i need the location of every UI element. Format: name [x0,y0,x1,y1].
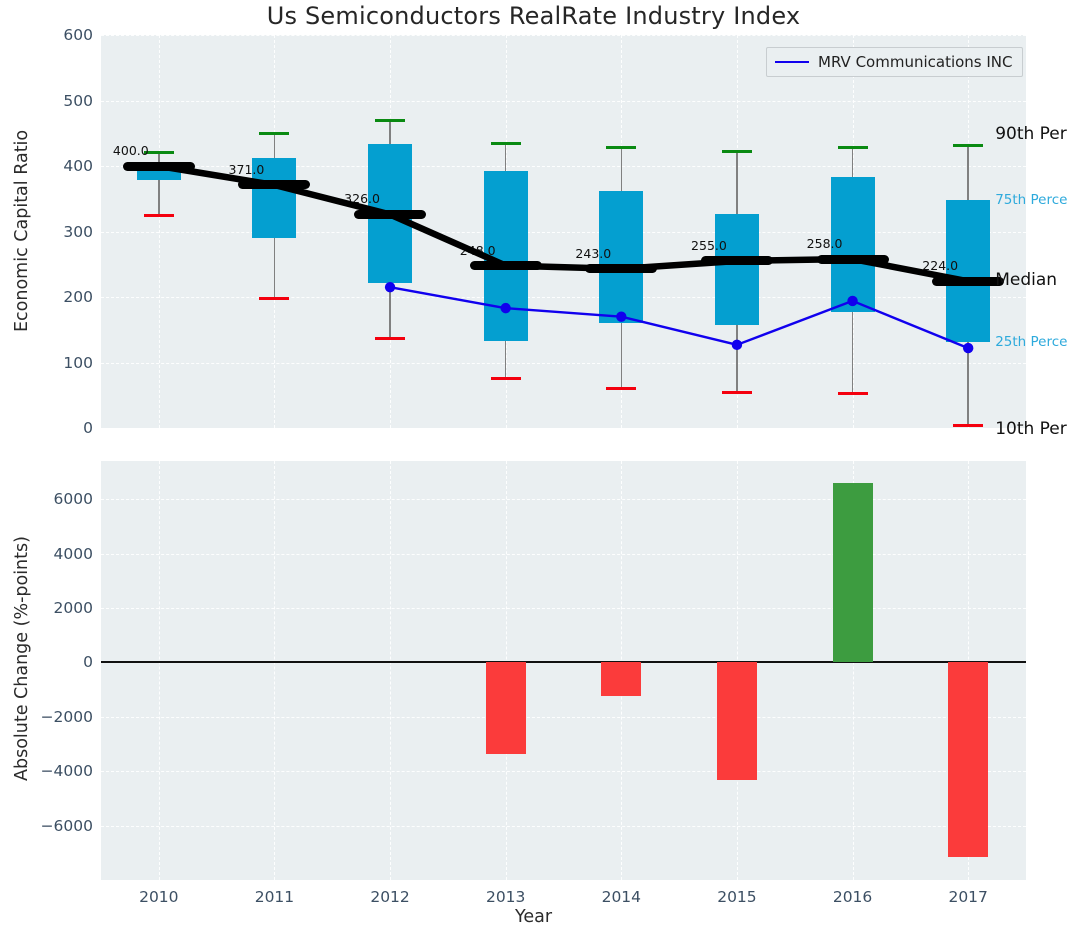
median-value-label: 258.0 [806,236,843,251]
x-tick-label: 2010 [139,888,179,906]
boxplot-box [714,214,759,325]
boxplot-cap-10th [143,213,174,217]
gridline-vertical [274,461,276,880]
boxplot-median-marker [238,180,311,190]
median-value-label: 248.0 [459,242,496,258]
gridline-vertical [158,35,160,428]
boxplot-median-marker [700,256,773,266]
y-tick-label: 200 [63,288,93,306]
boxplot-median-marker [932,276,1005,286]
median-value-label: 371.0 [228,161,265,177]
boxplot-median-marker [122,161,195,171]
y-tick-label: 500 [63,91,93,110]
y-tick-label: 400 [63,157,93,175]
annotation-75th-percentile: 75th Percentile [995,192,1067,209]
gridline-horizontal [101,297,1026,298]
gridline-horizontal [101,607,1026,609]
y-tick-label: −2000 [40,707,93,726]
annotation-90th-percentile: 90th Percentile [995,124,1067,145]
y-axis-title-top: Economic Capital Ratio [12,129,32,332]
boxplot-cap-90th [837,145,868,149]
x-tick-label: 2017 [948,888,988,906]
annotation-25th-percentile: 25th Percentile [995,333,1067,350]
x-tick-label: 2013 [485,888,526,906]
change-bar [948,662,989,858]
change-bar [485,662,526,754]
chart-title: Us Semiconductors RealRate Industry Inde… [266,2,801,30]
boxplot-median-marker [816,254,889,264]
change-bar [716,662,757,781]
gridline-horizontal [101,231,1026,233]
y-tick-label: 4000 [53,544,93,563]
legend-line-swatch [775,61,809,63]
annotation-10th-percentile: 10th Percentile [995,419,1067,440]
x-tick-label: 2011 [254,888,295,906]
boxplot-cap-90th [606,145,637,149]
boxplot-median-marker [354,209,427,219]
boxplot-cap-90th [259,131,290,135]
chart-legend[interactable]: MRV Communications INC [766,47,1023,77]
change-bar [601,662,642,696]
boxplot-cap-10th [259,297,290,301]
boxplot-cap-90th [721,150,752,154]
boxplot-cap-10th [606,387,637,391]
gridline-horizontal [101,35,1026,36]
gridline-horizontal [101,362,1026,364]
y-tick-label: 600 [63,26,93,44]
boxplot-median-marker [585,264,658,274]
median-value-label: 326.0 [344,191,380,207]
gridline-vertical [852,461,854,880]
gridline-horizontal [101,100,1026,102]
x-tick-label: 2014 [601,888,642,906]
zero-line [101,661,1026,664]
y-tick-label: 0 [83,419,93,437]
median-value-label: 255.0 [691,237,727,253]
boxplot-median-marker [469,261,542,271]
boxplot-cap-90th [953,143,984,147]
boxplot-cap-90th [375,118,406,122]
median-value-label: 400.0 [112,143,149,158]
gridline-horizontal [101,499,1026,501]
gridline-vertical [158,461,160,880]
y-tick-label: 6000 [53,490,93,509]
boxplot-cap-10th [953,423,984,427]
boxplot-cap-10th [837,391,868,395]
x-axis-title: Year [514,907,553,927]
y-tick-label: 0 [83,653,93,672]
absolute-change-panel [101,461,1026,880]
gridline-horizontal [101,428,1026,429]
gridline-horizontal [101,553,1026,555]
gridline-horizontal [101,716,1026,718]
median-value-label: 243.0 [575,245,612,261]
gridline-horizontal [101,825,1026,827]
boxplot-cap-10th [375,336,406,340]
x-tick-label: 2016 [832,888,873,906]
gridline-horizontal [101,771,1026,773]
annotation-median: Median [995,270,1058,291]
boxplot-cap-90th [143,151,174,155]
y-tick-label: −6000 [40,816,93,835]
y-tick-label: 100 [63,353,93,372]
y-tick-label: 300 [63,222,93,241]
x-tick-label: 2015 [717,888,757,906]
legend-label: MRV Communications INC [818,53,1013,71]
boxplot-cap-10th [490,376,521,380]
gridline-vertical [390,461,392,880]
y-tick-label: −4000 [40,762,93,781]
y-axis-title-bottom: Absolute Change (%-points) [12,535,32,781]
median-value-label: 224.0 [922,258,959,274]
boxplot-cap-10th [721,391,752,395]
change-bar [832,483,873,663]
x-tick-label: 2012 [370,888,410,906]
boxplot-cap-90th [490,141,521,145]
y-tick-label: 2000 [53,598,93,617]
